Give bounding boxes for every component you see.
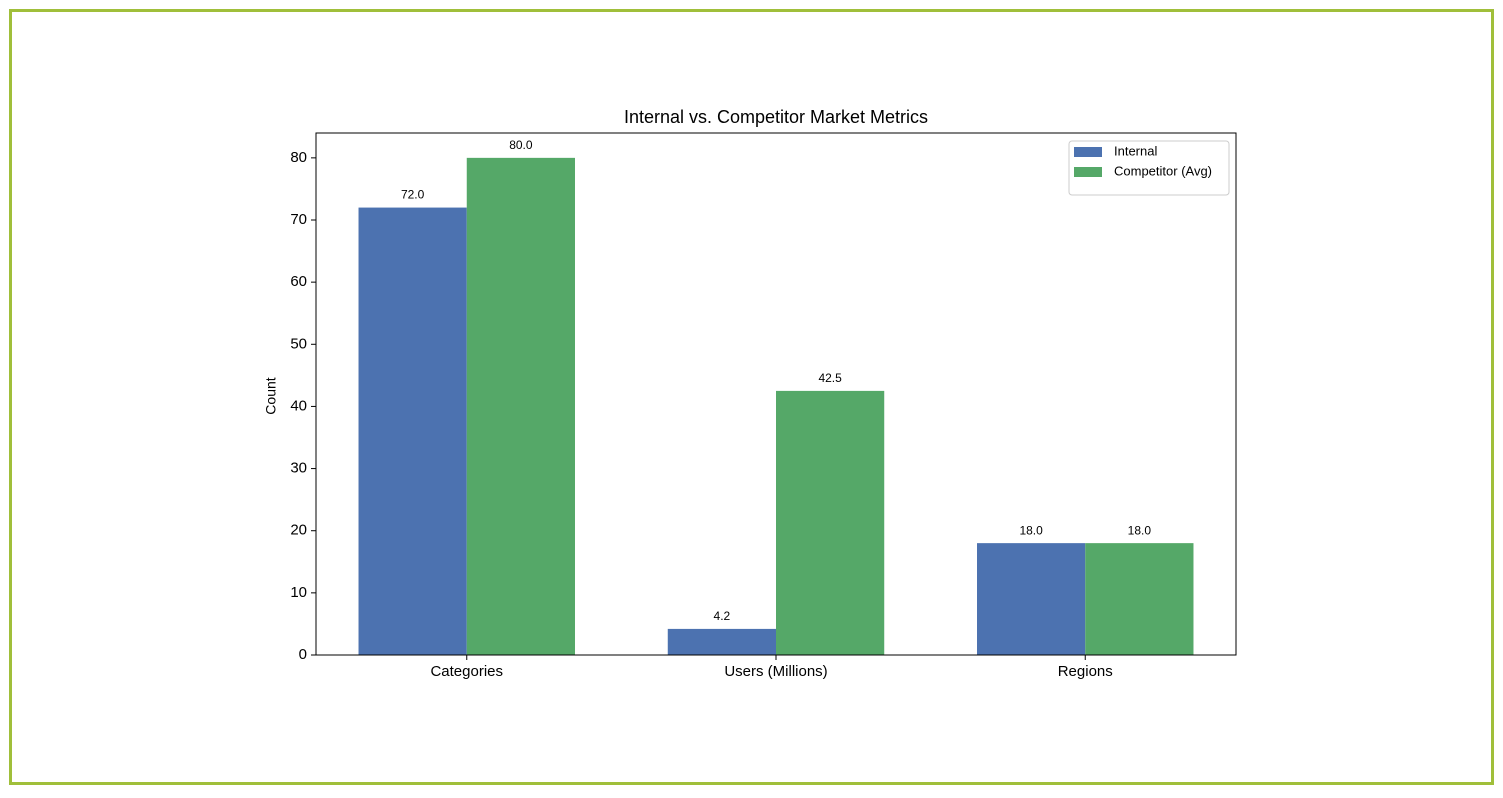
bar xyxy=(977,543,1086,655)
y-tick-label: 80 xyxy=(290,149,307,166)
legend-label: Internal xyxy=(1114,143,1157,158)
legend-swatch xyxy=(1074,147,1102,157)
y-tick-label: 20 xyxy=(290,522,307,539)
bar xyxy=(358,207,467,656)
y-tick-label: 10 xyxy=(290,584,307,601)
legend-swatch xyxy=(1074,167,1102,177)
bar xyxy=(776,390,885,655)
x-tick-label: Categories xyxy=(430,663,503,680)
value-label: 42.5 xyxy=(818,371,842,385)
value-label: 18.0 xyxy=(1128,523,1152,537)
y-tick-label: 40 xyxy=(290,397,307,414)
y-tick-label: 0 xyxy=(299,646,307,663)
legend-label: Competitor (Avg) xyxy=(1114,163,1212,178)
value-label: 18.0 xyxy=(1019,523,1043,537)
frame xyxy=(9,9,1494,785)
y-tick-label: 30 xyxy=(290,460,307,477)
y-tick-label: 70 xyxy=(290,211,307,228)
value-label: 80.0 xyxy=(509,138,533,152)
chart-title: Internal vs. Competitor Market Metrics xyxy=(624,107,928,127)
y-tick-label: 60 xyxy=(290,273,307,290)
bar xyxy=(1085,543,1194,655)
x-tick-label: Regions xyxy=(1058,663,1113,680)
bar xyxy=(667,628,776,655)
y-axis-label: Count xyxy=(263,377,279,414)
plot-frame xyxy=(315,132,1237,656)
x-tick-label: Users (Millions) xyxy=(724,663,827,680)
value-label: 4.2 xyxy=(714,609,731,623)
value-label: 72.0 xyxy=(401,188,425,202)
legend-box xyxy=(1068,140,1230,196)
y-tick-label: 50 xyxy=(290,335,307,352)
bar xyxy=(466,157,575,655)
